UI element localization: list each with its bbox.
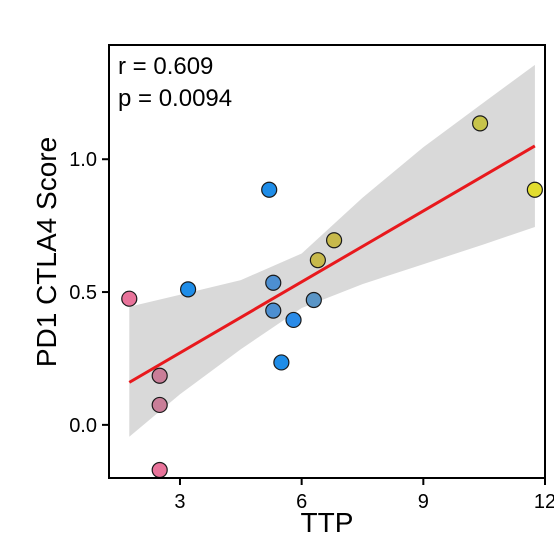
annotation-r: r = 0.609	[118, 53, 213, 80]
data-point	[265, 302, 282, 319]
y-tick-label: 1.0	[69, 149, 97, 171]
data-point	[309, 252, 326, 269]
data-point	[285, 311, 302, 329]
data-point	[325, 232, 343, 249]
annotation-p: p = 0.0094	[118, 85, 232, 112]
y-ticks: 0.0 0.5 1.0	[69, 149, 109, 437]
data-point	[179, 281, 197, 298]
data-point	[151, 461, 168, 479]
points-layer	[121, 115, 543, 479]
plot-frame	[108, 44, 546, 479]
y-tick-label: 0.5	[69, 282, 97, 304]
y-tick-label: 0.0	[69, 415, 97, 437]
data-point	[261, 181, 278, 198]
x-axis-label: TTP	[301, 507, 354, 538]
fit-line-layer	[128, 144, 536, 384]
x-ticks: 3 6 9 12	[174, 478, 554, 513]
data-point	[265, 274, 282, 291]
confidence-band-layer	[129, 64, 535, 437]
data-point	[121, 290, 138, 307]
data-point	[305, 291, 322, 309]
data-point	[273, 354, 290, 371]
x-tick-label: 12	[534, 491, 554, 513]
x-tick-label: 3	[174, 491, 185, 513]
data-point	[526, 181, 543, 198]
data-point	[151, 396, 168, 414]
data-point	[472, 115, 489, 132]
x-tick-label: 6	[296, 491, 307, 513]
y-axis-label: PD1 CTLA4 Score	[31, 137, 62, 367]
confidence-band	[129, 64, 535, 437]
x-tick-label: 9	[418, 491, 429, 513]
data-point	[151, 367, 168, 384]
regression-line	[128, 144, 536, 384]
